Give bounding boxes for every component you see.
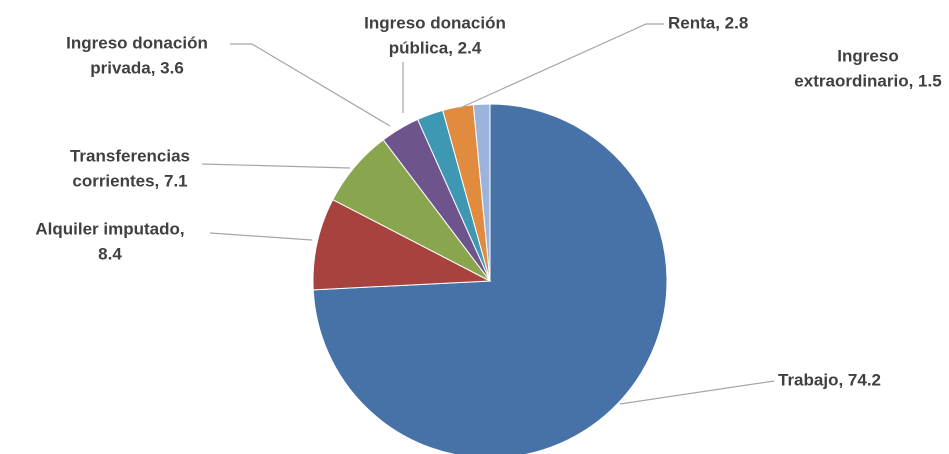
data-label: 8.4: [98, 244, 122, 263]
leader-line: [459, 23, 664, 109]
leader-line: [209, 232, 313, 241]
data-label: Ingreso donación: [364, 13, 506, 32]
pie-slice: [472, 103, 491, 282]
data-label: corrientes, 7.1: [72, 171, 187, 190]
data-label: Renta, 2.8: [668, 13, 748, 32]
leader-line: [201, 163, 351, 169]
pie-slice: [312, 198, 492, 291]
leader-line: [619, 380, 775, 405]
data-label: extraordinario, 1.5: [794, 71, 941, 90]
data-label: Trabajo, 74.2: [778, 370, 881, 389]
data-label: Transferencias: [70, 146, 190, 165]
data-label: privada, 3.6: [90, 58, 184, 77]
data-label: Ingreso donación: [66, 33, 208, 52]
leader-line: [230, 43, 391, 127]
data-label: pública, 2.4: [389, 38, 482, 57]
data-label: Alquiler imputado,: [35, 219, 184, 238]
data-label: Ingreso: [837, 46, 898, 65]
